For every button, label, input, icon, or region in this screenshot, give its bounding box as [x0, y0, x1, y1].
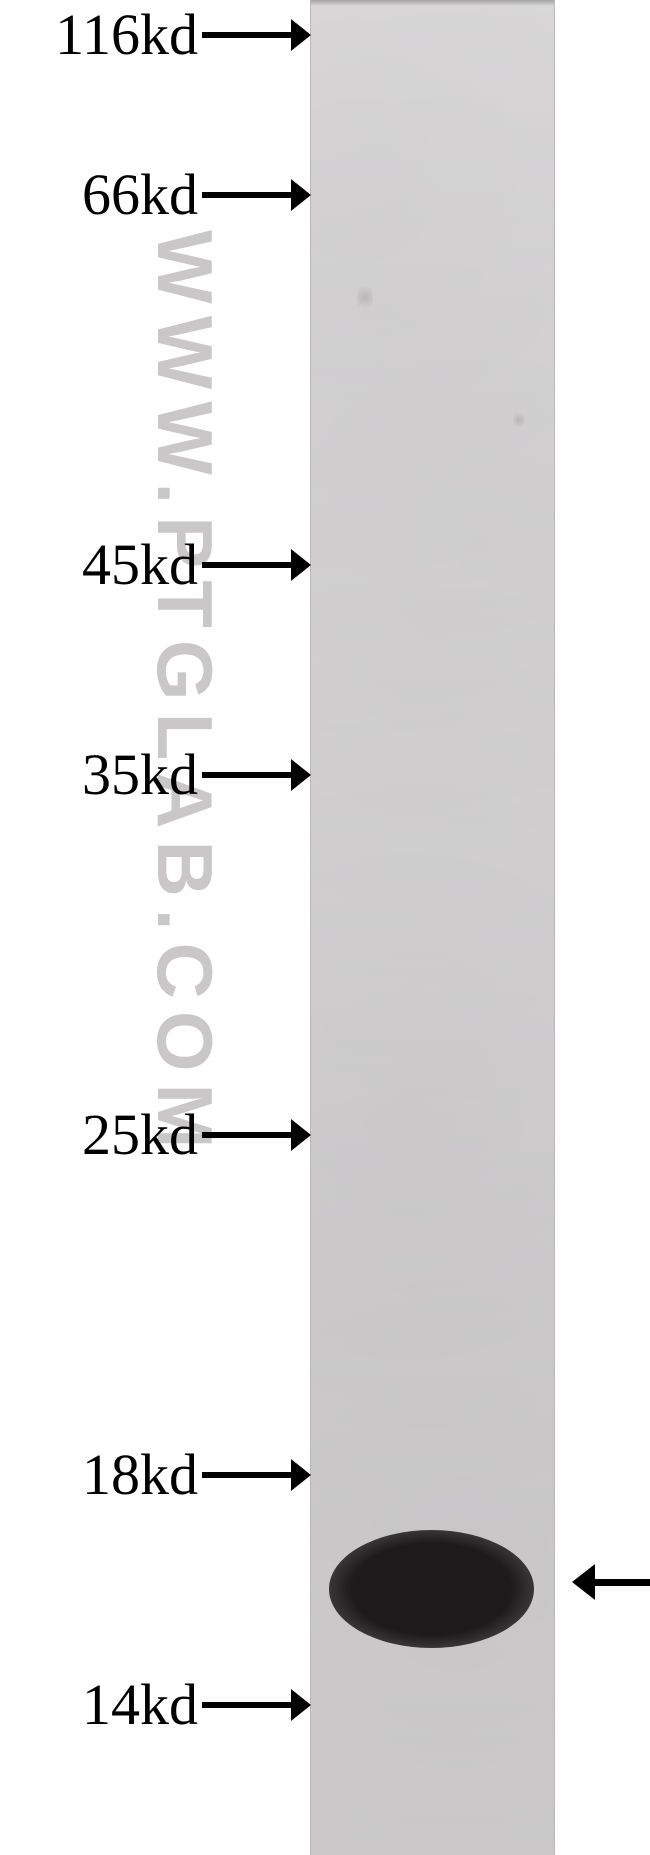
mw-marker: 25kd [30, 1101, 292, 1168]
arrow-right-icon [202, 562, 292, 568]
mw-marker: 18kd [30, 1441, 292, 1508]
arrow-right-icon [202, 32, 292, 38]
mw-marker-label: 14kd [30, 1671, 198, 1738]
lane-smudge [357, 282, 373, 312]
arrow-right-icon [202, 772, 292, 778]
arrow-right-icon [202, 1702, 292, 1708]
lane-smudge [513, 410, 525, 430]
mw-marker-label: 35kd [30, 741, 198, 808]
arrow-right-icon [202, 192, 292, 198]
band-indicator-arrow [572, 1564, 650, 1600]
lane-top-shadow [311, 0, 554, 6]
mw-marker-label: 116kd [30, 1, 198, 68]
mw-marker: 14kd [30, 1671, 292, 1738]
blot-lane [310, 0, 555, 1855]
western-blot-figure: WWW.PTGLAB.COM 116kd 66kd 45kd 35kd 25kd… [0, 0, 650, 1855]
mw-marker: 66kd [30, 161, 292, 228]
mw-marker-label: 18kd [30, 1441, 198, 1508]
mw-marker-label: 66kd [30, 161, 198, 228]
protein-band [329, 1530, 534, 1648]
arrow-right-icon [202, 1132, 292, 1138]
arrow-shaft [595, 1579, 650, 1586]
arrow-left-icon [572, 1564, 595, 1600]
watermark-text: WWW.PTGLAB.COM [139, 230, 230, 1161]
mw-marker-label: 25kd [30, 1101, 198, 1168]
mw-marker: 116kd [30, 1, 292, 68]
mw-marker: 35kd [30, 741, 292, 808]
mw-marker: 45kd [30, 531, 292, 598]
mw-marker-label: 45kd [30, 531, 198, 598]
arrow-right-icon [202, 1472, 292, 1478]
